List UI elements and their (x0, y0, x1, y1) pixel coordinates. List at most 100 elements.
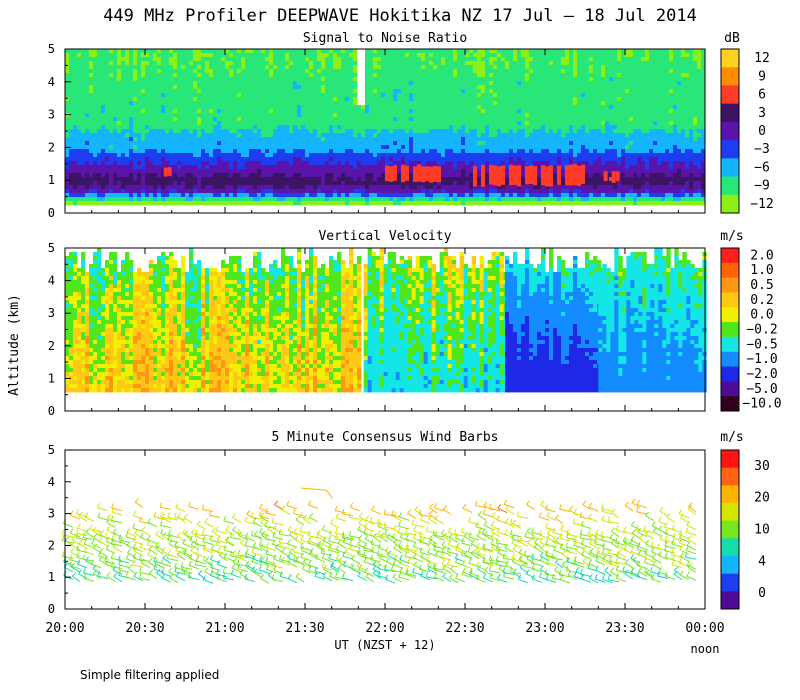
snr-cell (449, 109, 454, 114)
snr-cell (429, 129, 434, 134)
snr-cell (209, 181, 214, 186)
snr-cell (113, 181, 118, 186)
snr-cell (485, 121, 490, 126)
snr-cell (145, 109, 150, 114)
snr-cell (289, 125, 294, 130)
snr-cell (553, 137, 558, 142)
snr-cell (557, 97, 562, 102)
snr-cell (321, 113, 326, 118)
snr-cell (321, 109, 326, 114)
snr-cell (561, 133, 566, 138)
snr-cell (393, 133, 398, 138)
snr-cell (429, 185, 434, 190)
snr-cell (253, 141, 258, 146)
snr-cell (85, 85, 90, 90)
snr-cell (353, 149, 358, 154)
snr-cell (365, 125, 370, 130)
snr-cell (273, 141, 278, 146)
snr-cell (197, 137, 202, 142)
snr-cell (113, 101, 118, 106)
snr-cell (121, 149, 126, 154)
snr-cell (233, 197, 238, 202)
snr-cell (145, 133, 150, 138)
snr-cell (365, 53, 370, 58)
snr-cell (381, 81, 386, 86)
snr-cell (197, 173, 202, 178)
snr-cell (121, 129, 126, 134)
snr-cell (277, 73, 282, 78)
snr-cell (573, 153, 578, 158)
snr-cell (129, 69, 134, 74)
snr-cell (397, 49, 402, 54)
snr-cell (381, 53, 386, 58)
snr-cell (249, 101, 254, 106)
snr-cell (229, 141, 234, 146)
snr-cell (213, 177, 218, 182)
snr-cell (377, 133, 382, 138)
snr-cell (557, 141, 562, 146)
snr-cell (557, 61, 562, 66)
snr-cell (373, 105, 378, 110)
snr-cell (173, 125, 178, 130)
snr-cell (217, 57, 222, 62)
snr-cell (277, 161, 282, 166)
snr-cell (381, 125, 386, 130)
snr-cell (565, 77, 570, 82)
snr-cell (77, 81, 82, 86)
snr-cell (253, 113, 258, 118)
snr-cell (221, 53, 226, 58)
snr-cell (317, 113, 322, 118)
snr-cell (337, 93, 342, 98)
snr-cell (69, 57, 74, 62)
snr-cell (509, 113, 514, 118)
snr-cell (393, 113, 398, 118)
snr-cell (341, 181, 346, 186)
snr-cell (481, 97, 486, 102)
snr-cell (509, 185, 514, 190)
snr-cell (65, 165, 70, 170)
snr-cell (93, 57, 98, 62)
snr-cell (349, 109, 354, 114)
snr-cell (65, 181, 70, 186)
snr-cell (381, 89, 386, 94)
snr-cell (237, 105, 242, 110)
snr-cell (105, 149, 110, 154)
snr-cell (269, 117, 274, 122)
snr-cell (313, 185, 318, 190)
snr-cell (545, 117, 550, 122)
snr-cell (441, 185, 446, 190)
snr-cell (105, 85, 110, 90)
snr-cell (433, 161, 438, 166)
snr-cell (197, 165, 202, 170)
snr-cell (529, 65, 534, 70)
snr-cell (473, 125, 478, 130)
snr-cell (201, 61, 206, 66)
snr-cell (133, 49, 138, 54)
snr-cell (441, 137, 446, 142)
snr-cell (85, 69, 90, 74)
snr-cell (457, 173, 462, 178)
snr-cell (489, 89, 494, 94)
snr-cell (289, 77, 294, 82)
snr-cell (469, 69, 474, 74)
snr-cell (417, 129, 422, 134)
snr-cell (329, 141, 334, 146)
snr-cell (385, 121, 390, 126)
snr-cell (181, 53, 186, 58)
snr-cell (457, 177, 462, 182)
snr-cell (201, 181, 206, 186)
snr-cell (249, 169, 254, 174)
snr-cell (353, 73, 358, 78)
snr-cell (357, 109, 362, 114)
snr-cell (329, 145, 334, 150)
snr-cell (365, 185, 370, 190)
snr-cell (289, 177, 294, 182)
snr-cell (305, 181, 310, 186)
snr-cell (237, 109, 242, 114)
snr-cell (117, 93, 122, 98)
snr-cell (205, 113, 210, 118)
snr-cell (157, 181, 162, 186)
snr-cell (525, 109, 530, 114)
snr-cell (281, 125, 286, 130)
snr-cell (125, 121, 130, 126)
